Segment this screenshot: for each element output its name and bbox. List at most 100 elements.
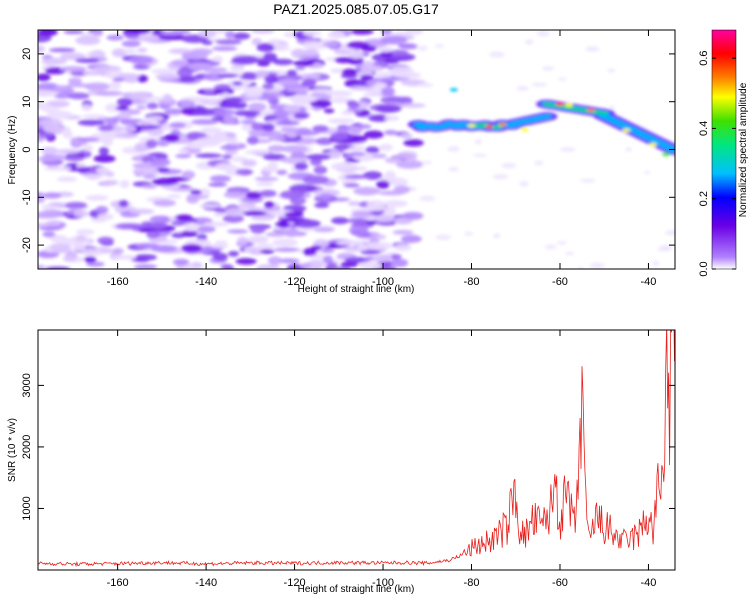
colorbar-label: Normalized spectral amplitude — [738, 82, 749, 217]
noise-blob — [302, 175, 329, 185]
noise-blob — [167, 194, 182, 199]
noise-blob — [286, 87, 311, 93]
noise-blob — [275, 120, 301, 126]
noise-blob — [104, 171, 115, 177]
noise-blob — [221, 102, 245, 109]
noise-blob — [63, 254, 77, 262]
noise-blob — [472, 153, 488, 158]
noise-blob — [652, 260, 659, 267]
signal-blob — [494, 125, 503, 129]
noise-blob — [212, 252, 228, 261]
noise-blob — [123, 125, 137, 133]
noise-blob — [150, 68, 178, 74]
noise-blob — [172, 258, 190, 266]
noise-blob — [264, 201, 275, 209]
y-tick-label: 10 — [21, 96, 33, 108]
noise-blob — [181, 243, 203, 253]
noise-blob — [175, 153, 192, 159]
noise-blob — [198, 30, 217, 38]
noise-blob — [393, 185, 411, 194]
noise-blob — [283, 228, 300, 238]
noise-blob — [665, 230, 675, 236]
noise-blob — [276, 169, 288, 176]
x-tick-label: -120 — [284, 276, 306, 288]
noise-blob — [83, 173, 105, 179]
noise-blob — [115, 223, 144, 230]
noise-blob — [395, 159, 424, 169]
x-tick-label: -140 — [195, 276, 217, 288]
noise-blob — [380, 96, 405, 104]
noise-blob — [277, 221, 290, 229]
noise-blob — [294, 162, 309, 171]
noise-blob — [260, 189, 277, 197]
noise-blob — [163, 239, 179, 244]
noise-blob — [334, 49, 348, 54]
noise-blob — [108, 81, 121, 90]
noise-blob — [115, 106, 129, 111]
noise-blob — [295, 65, 306, 71]
noise-blob — [198, 203, 222, 209]
noise-blob — [38, 45, 45, 53]
noise-blob — [379, 143, 393, 151]
noise-blob — [45, 100, 70, 108]
noise-blob — [223, 97, 243, 103]
noise-blob — [92, 31, 104, 37]
noise-blob — [155, 73, 181, 80]
noise-blob — [81, 248, 103, 257]
noise-blob — [135, 242, 160, 250]
noise-blob — [231, 55, 260, 65]
noise-blob — [44, 124, 64, 134]
noise-blob — [327, 149, 342, 159]
noise-blob — [41, 57, 67, 65]
noise-blob — [38, 264, 46, 269]
noise-blob — [400, 234, 422, 243]
spectrogram-y-ticks: -20 -10 0 10 20 — [21, 48, 675, 253]
noise-blob — [134, 64, 148, 70]
noise-blob — [246, 136, 259, 145]
noise-blob — [84, 256, 97, 263]
noise-blob — [215, 39, 242, 45]
noise-blob — [235, 257, 257, 265]
noise-blob — [383, 206, 396, 216]
noise-blob — [267, 144, 286, 153]
noise-blob — [309, 158, 322, 166]
noise-blob — [313, 165, 328, 175]
noise-blob — [278, 258, 300, 264]
noise-blob — [557, 77, 567, 81]
noise-blob — [312, 125, 329, 133]
noise-blob — [141, 184, 158, 189]
noise-blob — [293, 60, 315, 67]
x-tick-label: -80 — [464, 276, 480, 288]
noise-blob — [194, 98, 222, 105]
snr-frame — [37, 329, 676, 571]
noise-blob — [394, 243, 412, 252]
noise-blob — [257, 57, 279, 63]
noise-blob — [447, 146, 460, 152]
noise-blob — [147, 127, 164, 136]
noise-blob — [366, 242, 394, 250]
noise-blob — [305, 154, 332, 160]
noise-blob — [347, 200, 361, 206]
x-tick-label: -120 — [284, 577, 306, 589]
noise-blob — [98, 124, 115, 132]
noise-blob — [263, 130, 282, 136]
noise-blob — [49, 243, 72, 251]
noise-blob — [164, 133, 180, 143]
noise-blob — [657, 247, 671, 252]
noise-blob — [394, 217, 413, 225]
noise-blob — [38, 89, 58, 97]
noise-blob — [643, 170, 651, 174]
noise-blob — [102, 179, 119, 186]
noise-blob — [106, 34, 125, 41]
noise-blob — [223, 115, 237, 124]
noise-blob — [290, 151, 306, 161]
noise-blob — [400, 133, 413, 140]
noise-blob — [256, 181, 274, 187]
noise-blob — [374, 82, 387, 89]
noise-blob — [117, 111, 133, 120]
noise-blob — [38, 133, 53, 138]
noise-blob — [192, 108, 217, 116]
noise-blob — [191, 262, 203, 268]
noise-blob — [201, 40, 213, 46]
